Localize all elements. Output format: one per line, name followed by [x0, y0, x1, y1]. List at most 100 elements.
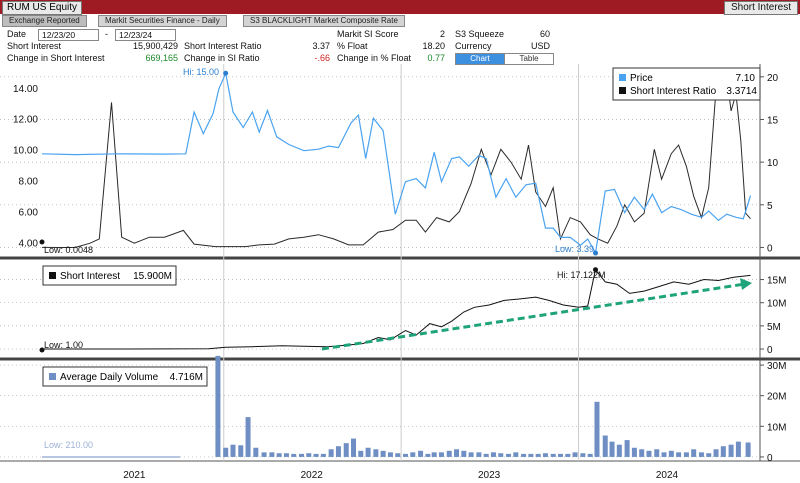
series-lines — [41, 71, 752, 350]
volume-low-label: Low: 210.00 — [44, 440, 93, 450]
volume-bar — [572, 452, 578, 457]
price-tick-label: 4.00 — [19, 239, 39, 250]
price-high-label: Hi: 15.00 — [183, 67, 219, 77]
volume-bar — [468, 452, 474, 457]
volume-bar — [395, 453, 401, 457]
change-pct-float-value: 0.77 — [427, 53, 445, 63]
volume-bar — [691, 449, 697, 457]
s3-squeeze-label: S3 Squeeze — [455, 29, 505, 39]
volume-bar — [454, 449, 460, 457]
volume-bar — [513, 452, 519, 457]
volume-tick-label: 20M — [767, 392, 786, 403]
currency-label: Currency — [455, 41, 492, 51]
date-from-field[interactable]: 12/23/20 — [38, 29, 99, 41]
volume-bar — [320, 453, 326, 457]
si-tick-label: 5M — [767, 322, 781, 333]
tab-exchange-reported[interactable]: Exchange Reported — [2, 15, 87, 27]
year-tick-label: 2024 — [656, 470, 679, 481]
volume-bar — [223, 447, 229, 457]
change-short-interest-label: Change in Short Interest — [7, 53, 105, 63]
ticker-label[interactable]: RUM US Equity — [2, 1, 83, 15]
ratio-low-label: Low: 0.0048 — [44, 245, 93, 255]
date-to-field[interactable]: 12/23/24 — [115, 29, 176, 41]
ratio-tick-label: 0 — [767, 243, 773, 254]
si-low-label: Low: 1.00 — [44, 340, 83, 350]
si-tick-label: 15M — [767, 276, 786, 287]
volume-bar — [238, 445, 244, 457]
tab-s3-blacklight[interactable]: S3 BLACKLIGHT Market Composite Rate — [243, 15, 405, 27]
date-separator: - — [105, 29, 108, 39]
volume-bar — [425, 453, 431, 457]
volume-bar — [558, 453, 564, 457]
volume-bar — [631, 447, 637, 457]
volume-tick-label: 30M — [767, 361, 786, 372]
table-view-button[interactable]: Table — [504, 53, 554, 65]
volume-bar — [343, 443, 349, 457]
volume-bar — [720, 446, 726, 457]
volume-bar — [215, 355, 221, 457]
change-si-ratio-value: -.66 — [314, 53, 330, 63]
volume-bar — [521, 453, 527, 457]
volume-bar — [676, 452, 682, 457]
trend-arrow — [321, 278, 752, 351]
tab-markit-daily[interactable]: Markit Securities Finance - Daily — [98, 15, 227, 27]
volume-bar — [438, 452, 444, 457]
volume-bar — [306, 453, 312, 457]
volume-bar — [261, 452, 267, 457]
volume-bar — [624, 440, 630, 457]
ratio-line — [41, 76, 751, 248]
si-legend-label: Short Interest — [60, 271, 120, 282]
currency-value: USD — [530, 41, 550, 51]
volume-bar — [387, 452, 393, 457]
year-tick-label: 2023 — [478, 470, 501, 481]
ratio-low-marker — [39, 239, 45, 245]
si-axis-ticks: 0 5M 10M 15M — [760, 276, 786, 356]
volume-bar — [528, 453, 534, 457]
volume-bar — [313, 453, 319, 457]
ratio-legend-swatch — [619, 87, 626, 94]
volume-bar — [609, 441, 615, 457]
si-tick-label: 10M — [767, 299, 786, 310]
volume-bar — [639, 449, 645, 457]
volume-bar — [335, 446, 341, 457]
volume-bar — [661, 452, 667, 457]
volume-bar — [668, 450, 674, 457]
volume-bar — [410, 452, 416, 457]
si-high-marker — [593, 267, 599, 273]
volume-tick-label: 10M — [767, 422, 786, 433]
volume-bar — [276, 453, 282, 457]
volume-bar — [550, 453, 556, 457]
volume-bar — [654, 449, 660, 457]
year-tick-label: 2022 — [301, 470, 324, 481]
si-legend: Short Interest 15.900M — [42, 265, 177, 286]
volume-bar — [735, 441, 741, 457]
volume-bars — [42, 355, 751, 458]
volume-bar — [476, 452, 482, 457]
volume-bar — [483, 453, 489, 457]
volume-bar — [365, 447, 371, 457]
si-high-label: Hi: 17.122M — [557, 270, 606, 280]
volume-bar — [351, 438, 357, 457]
x-axis-ticks: 2021 2022 2023 2024 — [123, 470, 678, 481]
si-low-marker — [39, 347, 45, 353]
si-legend-swatch — [49, 272, 56, 279]
volume-bar — [728, 444, 734, 457]
volume-bar — [683, 452, 689, 457]
s3-squeeze-value: 60 — [539, 29, 550, 39]
volume-bar — [269, 452, 275, 457]
price-axis-ticks: 4.00 6.00 8.00 10.00 12.00 14.00 — [13, 84, 38, 250]
volume-bar — [291, 453, 297, 457]
si-tick-label: 0 — [767, 345, 773, 356]
short-interest-chart: 4.00 6.00 8.00 10.00 12.00 14.00 0 5 10 15 20 0 5M… — [0, 64, 800, 481]
volume-bar — [542, 453, 548, 457]
ratio-tick-label: 15 — [767, 115, 779, 126]
volume-bar — [461, 450, 467, 457]
price-line — [41, 71, 752, 255]
gridlines — [0, 64, 760, 461]
volume-bar — [490, 452, 496, 457]
volume-bar — [616, 444, 622, 457]
volume-bar — [745, 442, 751, 457]
title-bar — [0, 0, 800, 14]
price-high-marker — [223, 70, 229, 76]
price-tick-label: 8.00 — [19, 177, 39, 188]
